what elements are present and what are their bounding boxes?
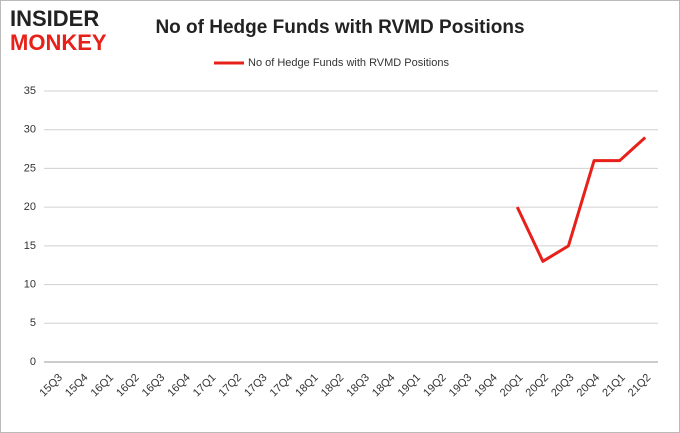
y-tick-label: 25 [24, 162, 36, 174]
logo-top: INSIDER [10, 6, 99, 31]
y-tick-label: 30 [24, 124, 36, 136]
y-tick-label: 10 [24, 278, 36, 290]
y-tick-label: 20 [24, 201, 36, 213]
y-tick-label: 15 [24, 240, 36, 252]
chart-title: No of Hedge Funds with RVMD Positions [155, 17, 524, 38]
series-line [515, 136, 647, 263]
legend-label: No of Hedge Funds with RVMD Positions [248, 57, 449, 69]
y-tick-label: 5 [30, 317, 36, 329]
logo-bottom: MONKEY [10, 30, 107, 55]
y-tick-label: 35 [24, 85, 36, 97]
y-tick-label: 0 [30, 356, 36, 368]
